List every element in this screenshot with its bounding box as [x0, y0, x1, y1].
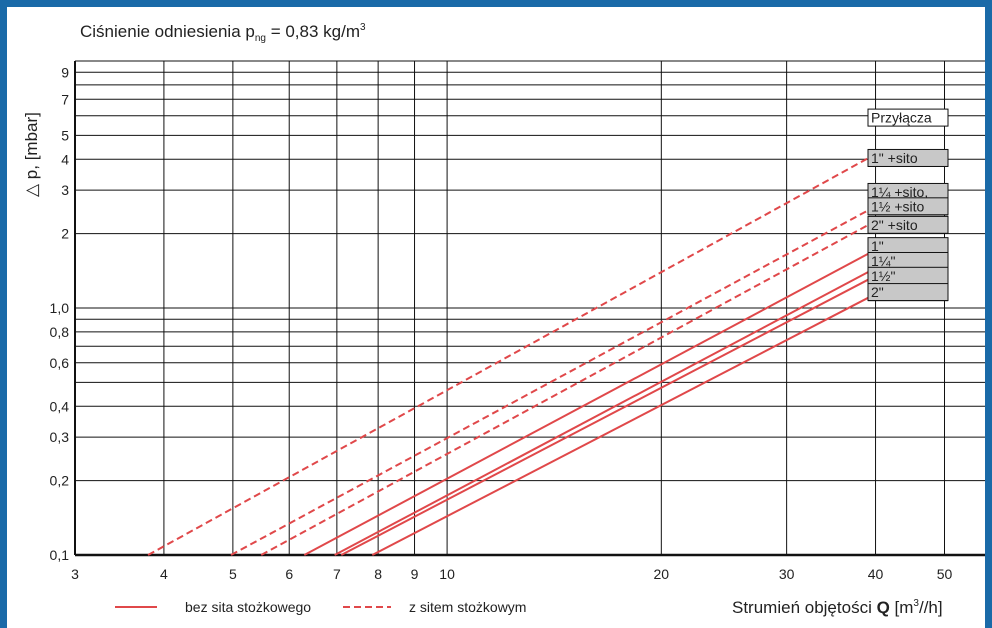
connection-labels: Przyłącza 1" +sito 1¼ +sito,1½ +sito 2" +si… — [867, 108, 949, 302]
series-line-without-strainer — [303, 248, 877, 556]
x-tick-label: 20 — [654, 566, 670, 582]
connection-label: 1½ +sito — [871, 198, 925, 214]
x-tick-label: 8 — [374, 566, 382, 582]
connection-label: 1½" — [871, 268, 895, 284]
y-tick-label: 0,2 — [50, 473, 70, 489]
y-axis-label: △ p, [mbar] — [22, 112, 41, 197]
y-tick-label: 3 — [61, 182, 69, 198]
title-superscript: 3 — [360, 22, 366, 33]
y-tick-label: 7 — [61, 91, 69, 107]
x-axis-label-q: Q — [877, 598, 890, 617]
x-tick-label: 50 — [937, 566, 953, 582]
x-tick-label: 10 — [439, 566, 455, 582]
series-line-without-strainer — [334, 267, 877, 556]
connection-label: 2" +sito — [871, 217, 918, 233]
x-axis-label-unit-end: //h] — [919, 598, 943, 617]
y-tick-label: 5 — [61, 127, 69, 143]
y-tick-label: 0,1 — [50, 547, 70, 563]
y-tick-label: 0,8 — [50, 324, 70, 340]
pressure-drop-chart: Ciśnienie odniesienia png = 0,83 kg/m3 △… — [22, 22, 985, 617]
series-line-with-strainer — [147, 153, 877, 556]
legend-solid-label: bez sita stożkowego — [185, 599, 311, 615]
connection-header-box — [867, 108, 949, 127]
x-tick-label: 40 — [868, 566, 884, 582]
x-axis-label: Strumień objętości Q [m3//h] — [732, 598, 943, 617]
y-tick-label: 2 — [61, 226, 69, 242]
x-tick-label: 4 — [160, 566, 168, 582]
y-tick-label: 9 — [61, 64, 69, 80]
title-prefix: Ciśnienie odniesienia p — [80, 22, 255, 41]
y-tick-label: 4 — [61, 151, 69, 167]
series-line-without-strainer — [371, 293, 877, 556]
legend: bez sita stożkowego z sitem stożkowym — [115, 599, 526, 615]
connection-label: 1¼" — [871, 253, 895, 269]
y-tick-label: 1,0 — [50, 300, 70, 316]
y-tick-label: 0,4 — [50, 398, 70, 414]
series-line-without-strainer — [340, 274, 877, 556]
x-tick-label: 9 — [411, 566, 419, 582]
y-tick-labels: 0,1 0,2 0,3 0,4 0,6 0,8 1,0 2 3 4 5 7 9 — [50, 64, 70, 563]
x-tick-labels: 3 4 5 6 7 8 9 10 20 30 40 50 — [71, 566, 952, 582]
y-tick-label: 0,6 — [50, 355, 70, 371]
legend-dashed-label: z sitem stożkowym — [409, 599, 526, 615]
grid — [74, 60, 985, 557]
series-lines — [147, 153, 877, 556]
series-line-with-strainer — [230, 205, 877, 556]
x-tick-label: 30 — [779, 566, 795, 582]
x-axis-label-unit: [m — [890, 598, 914, 617]
x-tick-label: 3 — [71, 566, 79, 582]
connection-label: 1" — [871, 238, 884, 254]
x-axis-label-unit-sup: 3 — [913, 598, 919, 609]
title-suffix: = 0,83 kg/m — [266, 22, 360, 41]
connection-label: 1¼ +sito, — [871, 184, 928, 200]
chart-title: Ciśnienie odniesienia png = 0,83 kg/m3 — [80, 22, 366, 44]
x-tick-label: 6 — [285, 566, 293, 582]
connection-label: 1" +sito — [871, 150, 918, 166]
title-subscript: ng — [255, 33, 266, 44]
chart-frame: Ciśnienie odniesienia png = 0,83 kg/m3 △… — [7, 7, 985, 628]
x-tick-label: 7 — [333, 566, 341, 582]
x-axis-label-text: Strumień objętości — [732, 598, 877, 617]
connection-label: 2" — [871, 284, 884, 300]
series-line-with-strainer — [260, 220, 877, 556]
y-tick-label: 0,3 — [50, 429, 70, 445]
connection-header-label: Przyłącza — [871, 110, 932, 126]
x-tick-label: 5 — [229, 566, 237, 582]
